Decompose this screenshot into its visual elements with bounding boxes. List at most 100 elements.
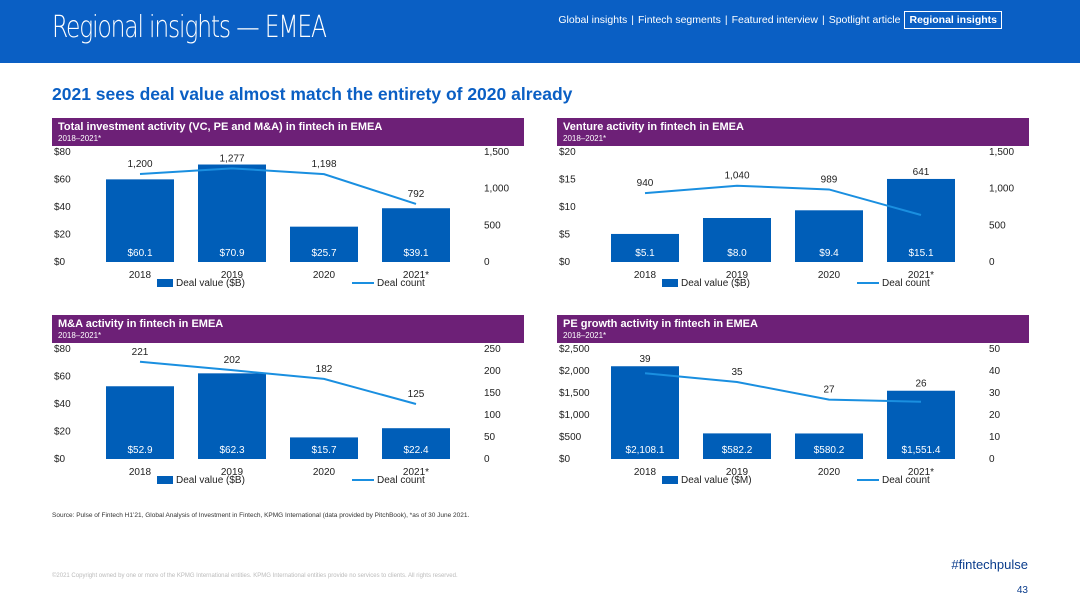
chart-subtitle: 2018–2021*: [58, 134, 102, 143]
x-tick-label: 2019: [221, 270, 244, 281]
x-tick-label: 2021*: [403, 270, 429, 281]
y-right-tick-label: 20: [989, 410, 1001, 421]
section-nav: Global insights | Fintech segments | Fea…: [558, 11, 1002, 29]
bar-value-label: $52.9: [127, 445, 152, 456]
chart-panel-pe: PE growth activity in fintech in EMEA 20…: [557, 315, 1029, 521]
y-right-tick-label: 1,000: [484, 184, 509, 195]
y-left-tick-label: $1,000: [559, 410, 590, 421]
y-right-tick-label: 150: [484, 388, 501, 399]
bar-value-label: $39.1: [403, 248, 428, 259]
nav-regional-insights[interactable]: Regional insights: [904, 11, 1002, 29]
chart-panel-total: Total investment activity (VC, PE and M&…: [52, 118, 524, 324]
chart-subtitle: 2018–2021*: [563, 134, 607, 143]
y-left-tick-label: $15: [559, 175, 576, 186]
bar: [703, 433, 771, 459]
bar-value-label: $62.3: [219, 445, 244, 456]
bar: [106, 386, 174, 459]
bar: [795, 210, 863, 262]
y-left-tick-label: $20: [54, 427, 71, 438]
x-tick-label: 2019: [726, 467, 749, 478]
bar: [382, 428, 450, 459]
hashtag[interactable]: #fintechpulse: [951, 557, 1028, 572]
chart-total-investment: $0 $20 $40 $60 $80 0 500 1,000 1,500 $60.1 2018 $70…: [54, 147, 509, 289]
y-left-tick-label: $5: [559, 230, 571, 241]
bar: [106, 179, 174, 262]
y-right-tick-label: 100: [484, 410, 501, 421]
x-tick-label: 2018: [634, 270, 657, 281]
y-right-tick-label: 30: [989, 388, 1001, 399]
nav-fintech-segments[interactable]: Fintech segments: [637, 14, 721, 26]
line-value-label: 39: [639, 354, 651, 365]
chart-header: PE growth activity in fintech in EMEA 20…: [557, 315, 1029, 343]
bar: [611, 366, 679, 459]
bar-value-label: $8.0: [727, 248, 747, 259]
y-left-tick-label: $20: [54, 230, 71, 241]
bar: [703, 218, 771, 262]
chart-ma-activity: $0 $20 $40 $60 $80 0 50 100 150 200 250 $52.9 2018 $6…: [54, 344, 501, 486]
x-tick-label: 2018: [129, 270, 152, 281]
y-left-tick-label: $80: [54, 344, 71, 355]
y-right-tick-label: 500: [989, 220, 1006, 231]
deal-count-line: [139, 360, 417, 405]
y-right-tick-label: 1,000: [989, 184, 1014, 195]
x-tick-label: 2020: [818, 270, 841, 281]
bar-value-label: $9.4: [819, 248, 839, 259]
y-left-tick-label: $40: [54, 399, 71, 410]
x-tick-label: 2021*: [403, 467, 429, 478]
bar: [382, 208, 450, 262]
bar-value-label: $15.7: [311, 445, 336, 456]
x-tick-label: 2021*: [908, 270, 934, 281]
bar-value-label: $60.1: [127, 248, 152, 259]
y-left-tick-label: $60: [54, 175, 71, 186]
line-value-label: 26: [915, 379, 927, 390]
nav-global-insights[interactable]: Global insights: [558, 14, 628, 26]
line-value-label: 940: [637, 178, 654, 189]
legend-bar-swatch: [157, 476, 173, 484]
line-value-label: 202: [224, 355, 241, 366]
line-value-label: 35: [731, 367, 743, 378]
chart-title: Venture activity in fintech in EMEA: [563, 121, 744, 133]
bar-value-label: $580.2: [814, 445, 845, 456]
line-value-label: 792: [408, 189, 425, 200]
line-value-label: 989: [821, 174, 838, 185]
section-title: Regional insights — EMEA: [52, 10, 327, 45]
y-right-tick-label: 250: [484, 344, 501, 355]
bar: [795, 433, 863, 459]
legend-label: Deal count: [882, 278, 930, 289]
line-value-label: 1,040: [724, 171, 749, 182]
legend-label: Deal count: [377, 475, 425, 486]
chart-venture-activity: $0 $5 $10 $15 $20 0 500 1,000 1,500 $5.1 2018 $8.0 2…: [559, 147, 1014, 289]
chart-header: M&A activity in fintech in EMEA 2018–202…: [52, 315, 524, 343]
line-value-label: 27: [823, 385, 835, 396]
legend-label: Deal value ($B): [176, 475, 245, 486]
bar-value-label: $15.1: [908, 248, 933, 259]
nav-separator: |: [631, 14, 634, 26]
nav-spotlight-article[interactable]: Spotlight article: [828, 14, 901, 26]
bar-value-label: $70.9: [219, 248, 244, 259]
bar-value-label: $2,108.1: [626, 445, 665, 456]
chart-panel-ma: M&A activity in fintech in EMEA 2018–202…: [52, 315, 524, 521]
nav-featured-interview[interactable]: Featured interview: [731, 14, 818, 26]
x-tick-label: 2019: [221, 467, 244, 478]
legend-bar-swatch: [662, 279, 678, 287]
bar: [611, 233, 679, 262]
y-left-tick-label: $40: [54, 202, 71, 213]
legend-label: Deal count: [377, 278, 425, 289]
bar: [290, 226, 358, 262]
y-left-tick-label: $80: [54, 147, 71, 158]
y-right-tick-label: 1,500: [484, 147, 509, 158]
y-right-tick-label: 0: [989, 454, 995, 465]
legend-label: Deal value ($M): [681, 475, 752, 486]
bar-value-label: $1,551.4: [902, 445, 941, 456]
x-tick-label: 2020: [313, 270, 336, 281]
bar: [887, 178, 955, 262]
y-left-tick-label: $20: [559, 147, 576, 158]
line-value-label: 1,200: [127, 159, 152, 170]
deal-count-line: [644, 372, 922, 403]
y-right-tick-label: 50: [989, 344, 1001, 355]
y-left-tick-label: $0: [559, 257, 571, 268]
x-tick-label: 2019: [726, 270, 749, 281]
chart-subtitle: 2018–2021*: [563, 331, 607, 340]
y-left-tick-label: $0: [54, 454, 66, 465]
legend-label: Deal value ($B): [681, 278, 750, 289]
